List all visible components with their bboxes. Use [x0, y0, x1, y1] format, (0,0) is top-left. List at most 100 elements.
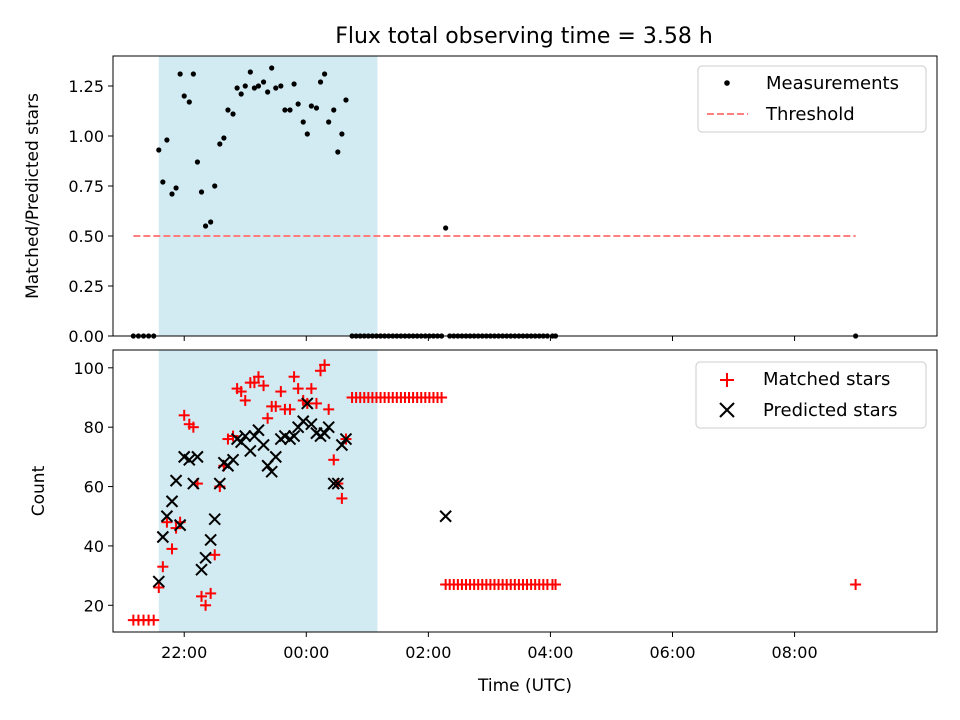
measurement-point: [343, 97, 349, 103]
predicted-star-point: [335, 438, 349, 452]
predicted-star-stroke-b: [169, 474, 183, 487]
measurement-point: [308, 103, 314, 109]
measurement-point: [247, 69, 253, 75]
predicted-star-stroke-b: [191, 450, 204, 464]
predicted-star-point: [199, 551, 212, 564]
measurement-point: [238, 91, 244, 97]
predicted-star-point: [208, 512, 221, 526]
predicted-star-stroke-b: [234, 435, 248, 449]
predicted-star-stroke-b: [208, 512, 221, 526]
measurement-point: [335, 149, 341, 155]
measurement-point: [295, 101, 301, 107]
predicted-star-point: [297, 415, 310, 428]
matched-star-point: [157, 561, 169, 573]
measurement-point: [169, 191, 175, 197]
matched-star-point: [153, 581, 165, 593]
predicted-star-stroke-b: [204, 533, 217, 547]
predicted-star-point: [287, 429, 301, 443]
measurement-point: [198, 189, 205, 195]
bottom-y-ticks: 20 40 60 80 100: [73, 359, 113, 615]
bottom-y-tick-label: 100: [73, 359, 104, 378]
measurement-point: [225, 107, 231, 113]
predicted-star-stroke-b: [278, 429, 292, 443]
predicted-star-stroke-b: [269, 450, 282, 464]
predicted-star-stroke-b: [187, 477, 200, 490]
legend-matched-marker: [720, 373, 734, 387]
predicted-star-stroke-b: [213, 477, 227, 490]
matched-star-point: [187, 421, 199, 433]
matched-star-point: [239, 394, 251, 406]
x-tick-label: 02:00: [405, 643, 451, 662]
measurement-point: [234, 85, 240, 91]
predicted-star-stroke-b: [335, 438, 349, 452]
predicted-stars-layer: [152, 397, 452, 588]
legend-measurements-marker: [724, 80, 730, 86]
predicted-star-stroke-b: [239, 429, 252, 443]
x-tick-label: 08:00: [772, 643, 818, 662]
top-y-axis-label: Matched/Predicted stars: [23, 93, 43, 299]
predicted-star-stroke-b: [318, 426, 331, 440]
predicted-star-point: [213, 477, 227, 490]
measurement-point: [230, 111, 236, 117]
measurement-point: [321, 71, 328, 77]
predicted-star-stroke-b: [287, 429, 301, 443]
predicted-star-stroke-b: [160, 510, 174, 523]
measurement-point: [443, 225, 449, 231]
matched-star-point: [166, 543, 178, 555]
predicted-star-point: [269, 450, 282, 464]
top-y-tick-label: 0.25: [68, 277, 104, 296]
predicted-star-point: [160, 510, 174, 523]
measurement-point: [202, 223, 209, 229]
matched-star-point: [310, 397, 322, 409]
matched-star-point: [148, 614, 160, 626]
measurement-point: [331, 107, 337, 113]
predicted-star-point: [244, 444, 257, 458]
predicted-star-stroke-b: [173, 518, 187, 532]
measurement-point: [313, 105, 320, 111]
measurement-point: [190, 71, 196, 77]
bottom-observing-span: [158, 350, 378, 632]
bottom-y-tick-label: 60: [84, 478, 104, 497]
matched-star-point: [161, 516, 173, 528]
measurement-point: [221, 135, 227, 141]
measurement-point: [181, 93, 187, 99]
matched-star-point: [315, 365, 327, 377]
matched-star-point: [270, 400, 282, 412]
predicted-star-stroke-b: [244, 444, 257, 458]
measurement-point: [278, 83, 284, 89]
matched-star-point: [252, 371, 264, 383]
predicted-star-point: [439, 510, 452, 523]
matched-star-point: [288, 371, 300, 383]
bottom-y-tick-label: 40: [84, 537, 104, 556]
bottom-axes-frame: [112, 349, 938, 633]
top-y-ticks: 0.00 0.25 0.50 0.75 1.00 1.25: [68, 77, 113, 346]
matched-star-point: [336, 492, 348, 504]
predicted-star-stroke-b: [165, 495, 179, 508]
predicted-star-point: [226, 453, 240, 467]
top-y-tick-label: 1.25: [68, 77, 104, 96]
predicted-star-point: [152, 575, 165, 588]
matched-star-point: [235, 386, 247, 398]
top-x-ticks: [183, 336, 796, 341]
top-axes-frame: [112, 55, 938, 337]
measurement-point: [326, 119, 332, 125]
predicted-star-stroke-b: [178, 450, 191, 464]
predicted-star-point: [305, 418, 318, 431]
measurement-point: [242, 83, 248, 89]
measurement-point: [217, 141, 223, 147]
measurement-point: [164, 137, 170, 143]
bottom-panel: 20 40 60 80 100 22:00 00:00 02:00 04:00 06:00 08:…: [29, 349, 938, 696]
measurements-layer: [130, 65, 859, 339]
predicted-star-stroke-b: [152, 575, 165, 588]
predicted-star-stroke-b: [305, 418, 318, 431]
predicted-star-point: [257, 438, 270, 452]
measurement-point: [273, 85, 279, 91]
predicted-star-point: [191, 450, 204, 464]
measurement-point: [291, 81, 297, 87]
measurement-point: [160, 179, 166, 185]
predicted-star-point: [183, 453, 196, 467]
legend-predicted-marker: [719, 402, 735, 418]
top-legend: Measurements Threshold: [697, 65, 927, 133]
measurement-point: [173, 185, 179, 191]
